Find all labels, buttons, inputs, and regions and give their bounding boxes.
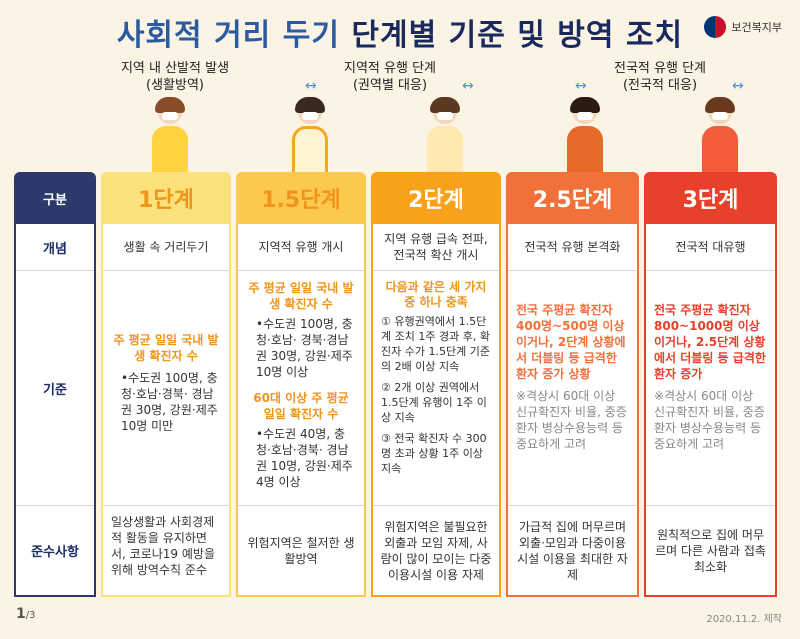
criteria-cell: 다음과 같은 세 가지 중 하나 충족 ① 유행권역에서 1.5단계 조치 1주… bbox=[381, 280, 490, 475]
arrow-icon: ↔ bbox=[462, 78, 474, 94]
stage-header-1-5: 1.5단계 bbox=[236, 172, 366, 224]
row-label-criteria: 기준 bbox=[43, 382, 67, 398]
stage-column-1-5: 1.5단계 지역적 유행 개시 주 평균 일일 국내 발생 확진자 수 •수도권… bbox=[236, 172, 366, 597]
page-indicator: 1/3 bbox=[16, 606, 36, 622]
row-label-concept: 개념 bbox=[43, 241, 67, 257]
taegeuk-icon bbox=[704, 16, 727, 38]
arrow-icon: ↔ bbox=[305, 78, 317, 94]
arrow-icon: ↔ bbox=[732, 78, 744, 94]
concept-cell: 전국적 대유행 bbox=[675, 240, 746, 254]
stage-column-3: 3단계 전국적 대유행 전국 주평균 확진자 800~1000명 이상이거나, … bbox=[644, 172, 777, 597]
criteria-cell: 전국 주평균 확진자 400명~500명 이상이거나, 2단계 상황에서 더블링… bbox=[516, 303, 627, 451]
rules-cell: 원칙적으로 집에 머무르며 다른 사람과 접촉 최소화 bbox=[655, 527, 766, 574]
rules-cell: 일상생활과 사회경제적 활동을 유지하면서, 코로나19 예방을 위해 방역수칙… bbox=[111, 515, 215, 577]
label-column: 구분 개념 기준 준수사항 bbox=[14, 172, 96, 597]
criteria-cell: 전국 주평균 확진자 800~1000명 이상이거나, 2.5단계 상황에서 더… bbox=[654, 303, 766, 451]
stage-table: 구분 개념 기준 준수사항 1단계 생활 속 거리두기 주 평균 일일 국내 발… bbox=[14, 172, 779, 597]
stage-column-1: 1단계 생활 속 거리두기 주 평균 일일 국내 발생 확진자 수 •수도권 1… bbox=[101, 172, 231, 597]
stage-header-2-5: 2.5단계 bbox=[506, 172, 639, 224]
page-title: 사회적 거리 두기 단계별 기준 및 방역 조치 bbox=[116, 18, 684, 53]
concept-cell: 지역적 유행 개시 bbox=[258, 240, 344, 254]
person-illustration-1 bbox=[145, 97, 195, 175]
arrow-icon: ↔ bbox=[575, 78, 587, 94]
stage-header-2: 2단계 bbox=[371, 172, 501, 224]
stage-header-3: 3단계 bbox=[644, 172, 777, 224]
phase-label-1: 지역 내 산발적 발생 (생활방역) bbox=[120, 61, 230, 93]
ministry-logo: 보건복지부 bbox=[704, 16, 782, 38]
rules-cell: 가급적 집에 머무르며 외출·모임과 다중이용시설 이용을 최대한 자제 bbox=[517, 519, 628, 582]
person-illustration-4 bbox=[560, 97, 610, 175]
person-illustration-5 bbox=[695, 97, 745, 175]
phase-label-2: 지역적 유행 단계 (권역별 대응) bbox=[344, 61, 436, 93]
concept-cell: 생활 속 거리두기 bbox=[123, 240, 209, 254]
person-illustration-2 bbox=[285, 97, 335, 175]
stage-column-2: 2단계 지역 유행 급속 전파, 전국적 확산 개시 다음과 같은 세 가지 중… bbox=[371, 172, 501, 597]
rules-cell: 위험지역은 철저한 생활방역 bbox=[247, 535, 355, 566]
criteria-cell: 주 평균 일일 국내 발생 확진자 수 •수도권 100명, 충청·호남·경북·… bbox=[113, 333, 219, 433]
phase-label-3: 전국적 유행 단계 (전국적 대응) bbox=[614, 61, 706, 93]
criteria-cell: 주 평균 일일 국내 발생 확진자 수 •수도권 100명, 충청·호남· 경북… bbox=[248, 281, 354, 489]
concept-cell: 전국적 유행 본격화 bbox=[524, 240, 621, 254]
creation-date: 2020.11.2. 제작 bbox=[706, 614, 782, 625]
rules-cell: 위험지역은 불필요한 외출과 모임 자제, 사람이 많이 모이는 다중이용시설 … bbox=[380, 519, 492, 582]
row-label-rules: 준수사항 bbox=[31, 545, 79, 560]
person-illustration-3 bbox=[420, 97, 470, 175]
stage-header-1: 1단계 bbox=[101, 172, 231, 224]
stage-column-2-5: 2.5단계 전국적 유행 본격화 전국 주평균 확진자 400명~500명 이상… bbox=[506, 172, 639, 597]
concept-cell: 지역 유행 급속 전파, 전국적 확산 개시 bbox=[384, 232, 488, 262]
label-header: 구분 bbox=[14, 172, 96, 224]
